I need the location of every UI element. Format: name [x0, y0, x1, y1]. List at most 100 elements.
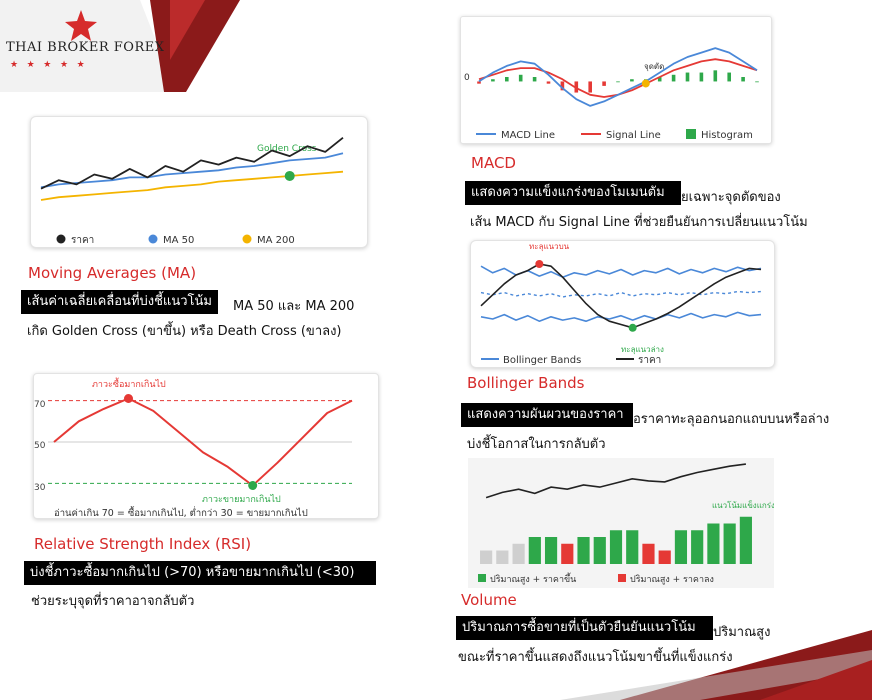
ma-description-line1: MA 50 และ MA 200 — [233, 299, 355, 314]
volume-bar — [674, 530, 688, 564]
ma-golden-cross-point — [284, 170, 295, 181]
volume-bar — [577, 537, 590, 564]
macd-histogram-bar — [505, 77, 509, 82]
volume-annotation: แนวโน้มแข็งแกร่ง — [712, 500, 774, 510]
volume-bar — [593, 537, 606, 564]
macd-histogram-bar — [616, 81, 620, 83]
ma-title: Moving Averages (MA) — [28, 264, 197, 282]
bollinger-legend-price: ราคา — [638, 355, 661, 366]
macd-histogram-bar — [657, 77, 662, 82]
macd-histogram-bar — [671, 74, 676, 82]
macd-histogram-bar — [491, 79, 495, 82]
macd-title: MACD — [471, 154, 516, 172]
rsi-chart-card: 70 50 30 ภาวะซื้อมากเกินไป ภาวะขายมากเกิ… — [33, 373, 379, 519]
ma-series-ma50-line — [40, 152, 344, 189]
bollinger-description-line1: อราคาทะลุออกนอกแถบบนหรือล่าง — [633, 412, 830, 427]
volume-bar — [642, 543, 655, 564]
volume-bar — [561, 543, 574, 564]
bollinger-chart: ทะลุแนวบน ทะลุแนวล่าง Bollinger Bands รา… — [480, 242, 762, 366]
volume-bar — [626, 530, 639, 564]
macd-histogram-bar — [741, 77, 745, 82]
rsi-chart: 70 50 30 ภาวะซื้อมากเกินไป ภาวะขายมากเกิ… — [34, 377, 353, 519]
macd-chart-card: 0 จุดตัด MACD Line Signal Line Histogram — [460, 16, 772, 144]
bollinger-top-label: ทะลุแนวบน — [529, 242, 570, 251]
ma-annotation-golden-cross: Golden Cross — [257, 144, 317, 154]
volume-bar — [496, 550, 509, 564]
macd-histogram-bar — [685, 72, 690, 82]
rsi-footer-note: อ่านค่าเกิน 70 = ซื้อมากเกินไป, ต่ำกว่า … — [54, 506, 308, 519]
macd-histogram-bar — [630, 79, 634, 82]
macd-histogram-bar — [727, 72, 731, 82]
bollinger-middle-band — [480, 290, 762, 298]
macd-legend-histogram: Histogram — [701, 130, 753, 141]
ma-series-price-line — [40, 136, 344, 190]
ma-series-ma200-line — [40, 170, 344, 201]
bollinger-title: Bollinger Bands — [467, 374, 585, 392]
volume-legend-up: ปริมาณสูง + ราคาขึ้น — [490, 572, 576, 585]
ma-chart: Golden Cross ราคา MA 50 MA 200 — [40, 136, 344, 246]
bollinger-bottom-breakout-point — [628, 323, 637, 332]
volume-chart-card: แนวโน้มแข็งแกร่ง ปริมาณสูง + ราคาขึ้น ปร… — [468, 458, 775, 588]
volume-bar — [609, 530, 623, 564]
volume-legend-swatch-up — [478, 574, 486, 582]
brand-name: THAI BROKER FOREX — [6, 40, 165, 55]
macd-histogram-bar — [560, 81, 565, 91]
macd-legend-signal: Signal Line — [606, 130, 661, 141]
brand-star-icon — [65, 10, 97, 41]
bollinger-lower-band — [480, 311, 762, 322]
volume-bar — [544, 537, 558, 564]
macd-cross-point — [641, 79, 650, 88]
volume-bar — [691, 530, 704, 564]
rsi-title: Relative Strength Index (RSI) — [34, 535, 252, 553]
rsi-overbought-label: ภาวะซื้อมากเกินไป — [92, 377, 166, 390]
decorative-swoosh — [560, 630, 872, 700]
rsi-series-line — [53, 397, 353, 487]
volume-bar — [739, 516, 752, 564]
macd-chart: 0 จุดตัด MACD Line Signal Line Histogram — [464, 47, 759, 141]
bollinger-top-breakout-point — [535, 260, 544, 268]
volume-bar — [528, 537, 541, 564]
volume-description-line1: ปริมาณสูง — [713, 625, 771, 640]
macd-legend-swatch-histogram — [686, 129, 696, 139]
volume-highlight: ปริมาณการซื้อขายที่เป็นตัวยืนยันแนวโน้ม — [456, 616, 713, 640]
bollinger-chart-card: ทะลุแนวบน ทะลุแนวล่าง Bollinger Bands รา… — [470, 240, 775, 368]
ma-legend-dot-ma50 — [148, 234, 158, 244]
ma-legend-ma200: MA 200 — [257, 235, 295, 246]
ma-description-line2: เกิด Golden Cross (ขาขึ้น) หรือ Death Cr… — [27, 324, 342, 339]
bollinger-description-line2: บ่งชี้โอกาสในการกลับตัว — [467, 437, 606, 452]
macd-histogram-bar — [602, 81, 606, 86]
macd-histogram-bar — [588, 81, 592, 93]
macd-histogram-bar — [755, 81, 759, 83]
brand-rating-stars: ★ ★ ★ ★ ★ — [10, 60, 85, 70]
ma-legend-price: ราคา — [71, 235, 94, 246]
volume-price-line — [485, 463, 747, 499]
ma-legend-dot-ma200 — [242, 234, 252, 244]
rsi-tick-50: 50 — [34, 441, 46, 451]
macd-line — [478, 47, 758, 107]
bollinger-bottom-label: ทะลุแนวล่าง — [621, 345, 664, 354]
macd-highlight: แสดงความแข็งแกร่งของโมเมนตัม — [465, 181, 681, 205]
bollinger-legend-bands: Bollinger Bands — [503, 355, 581, 366]
rsi-tick-30: 30 — [34, 483, 46, 493]
volume-bar — [723, 523, 736, 564]
macd-description-line1: ยเฉพาะจุดตัดของ — [681, 190, 781, 205]
bollinger-highlight: แสดงความผันผวนของราคา — [461, 403, 633, 427]
volume-bar — [480, 550, 493, 564]
macd-description-line2: เส้น MACD กับ Signal Line ที่ช่วยยืนยันก… — [470, 215, 808, 230]
volume-bar — [707, 523, 720, 564]
macd-legend-macd: MACD Line — [501, 130, 555, 141]
ma-highlight: เส้นค่าเฉลี่ยเคลื่อนที่บ่งชี้แนวโน้ม — [21, 290, 218, 314]
macd-histogram-bar — [518, 74, 523, 82]
rsi-oversold-label: ภาวะขายมากเกินไป — [202, 494, 281, 505]
macd-histogram-bar — [713, 70, 718, 82]
macd-histogram-bar — [574, 81, 579, 93]
bollinger-price-line — [480, 263, 762, 329]
volume-description-line2: ขณะที่ราคาขึ้นแสดงถึงแนวโน้มขาขึ้นที่แข็… — [458, 650, 733, 665]
rsi-description-line2: ช่วยระบุจุดที่ราคาอาจกลับตัว — [31, 594, 195, 609]
rsi-oversold-point — [248, 481, 258, 490]
rsi-tick-70: 70 — [34, 400, 46, 410]
rsi-highlight: บ่งชี้ภาวะซื้อมากเกินไป (>70) หรือขายมาก… — [24, 561, 376, 585]
volume-bar — [512, 543, 525, 564]
macd-cross-label: จุดตัด — [644, 62, 664, 71]
volume-legend-swatch-down — [618, 574, 626, 582]
